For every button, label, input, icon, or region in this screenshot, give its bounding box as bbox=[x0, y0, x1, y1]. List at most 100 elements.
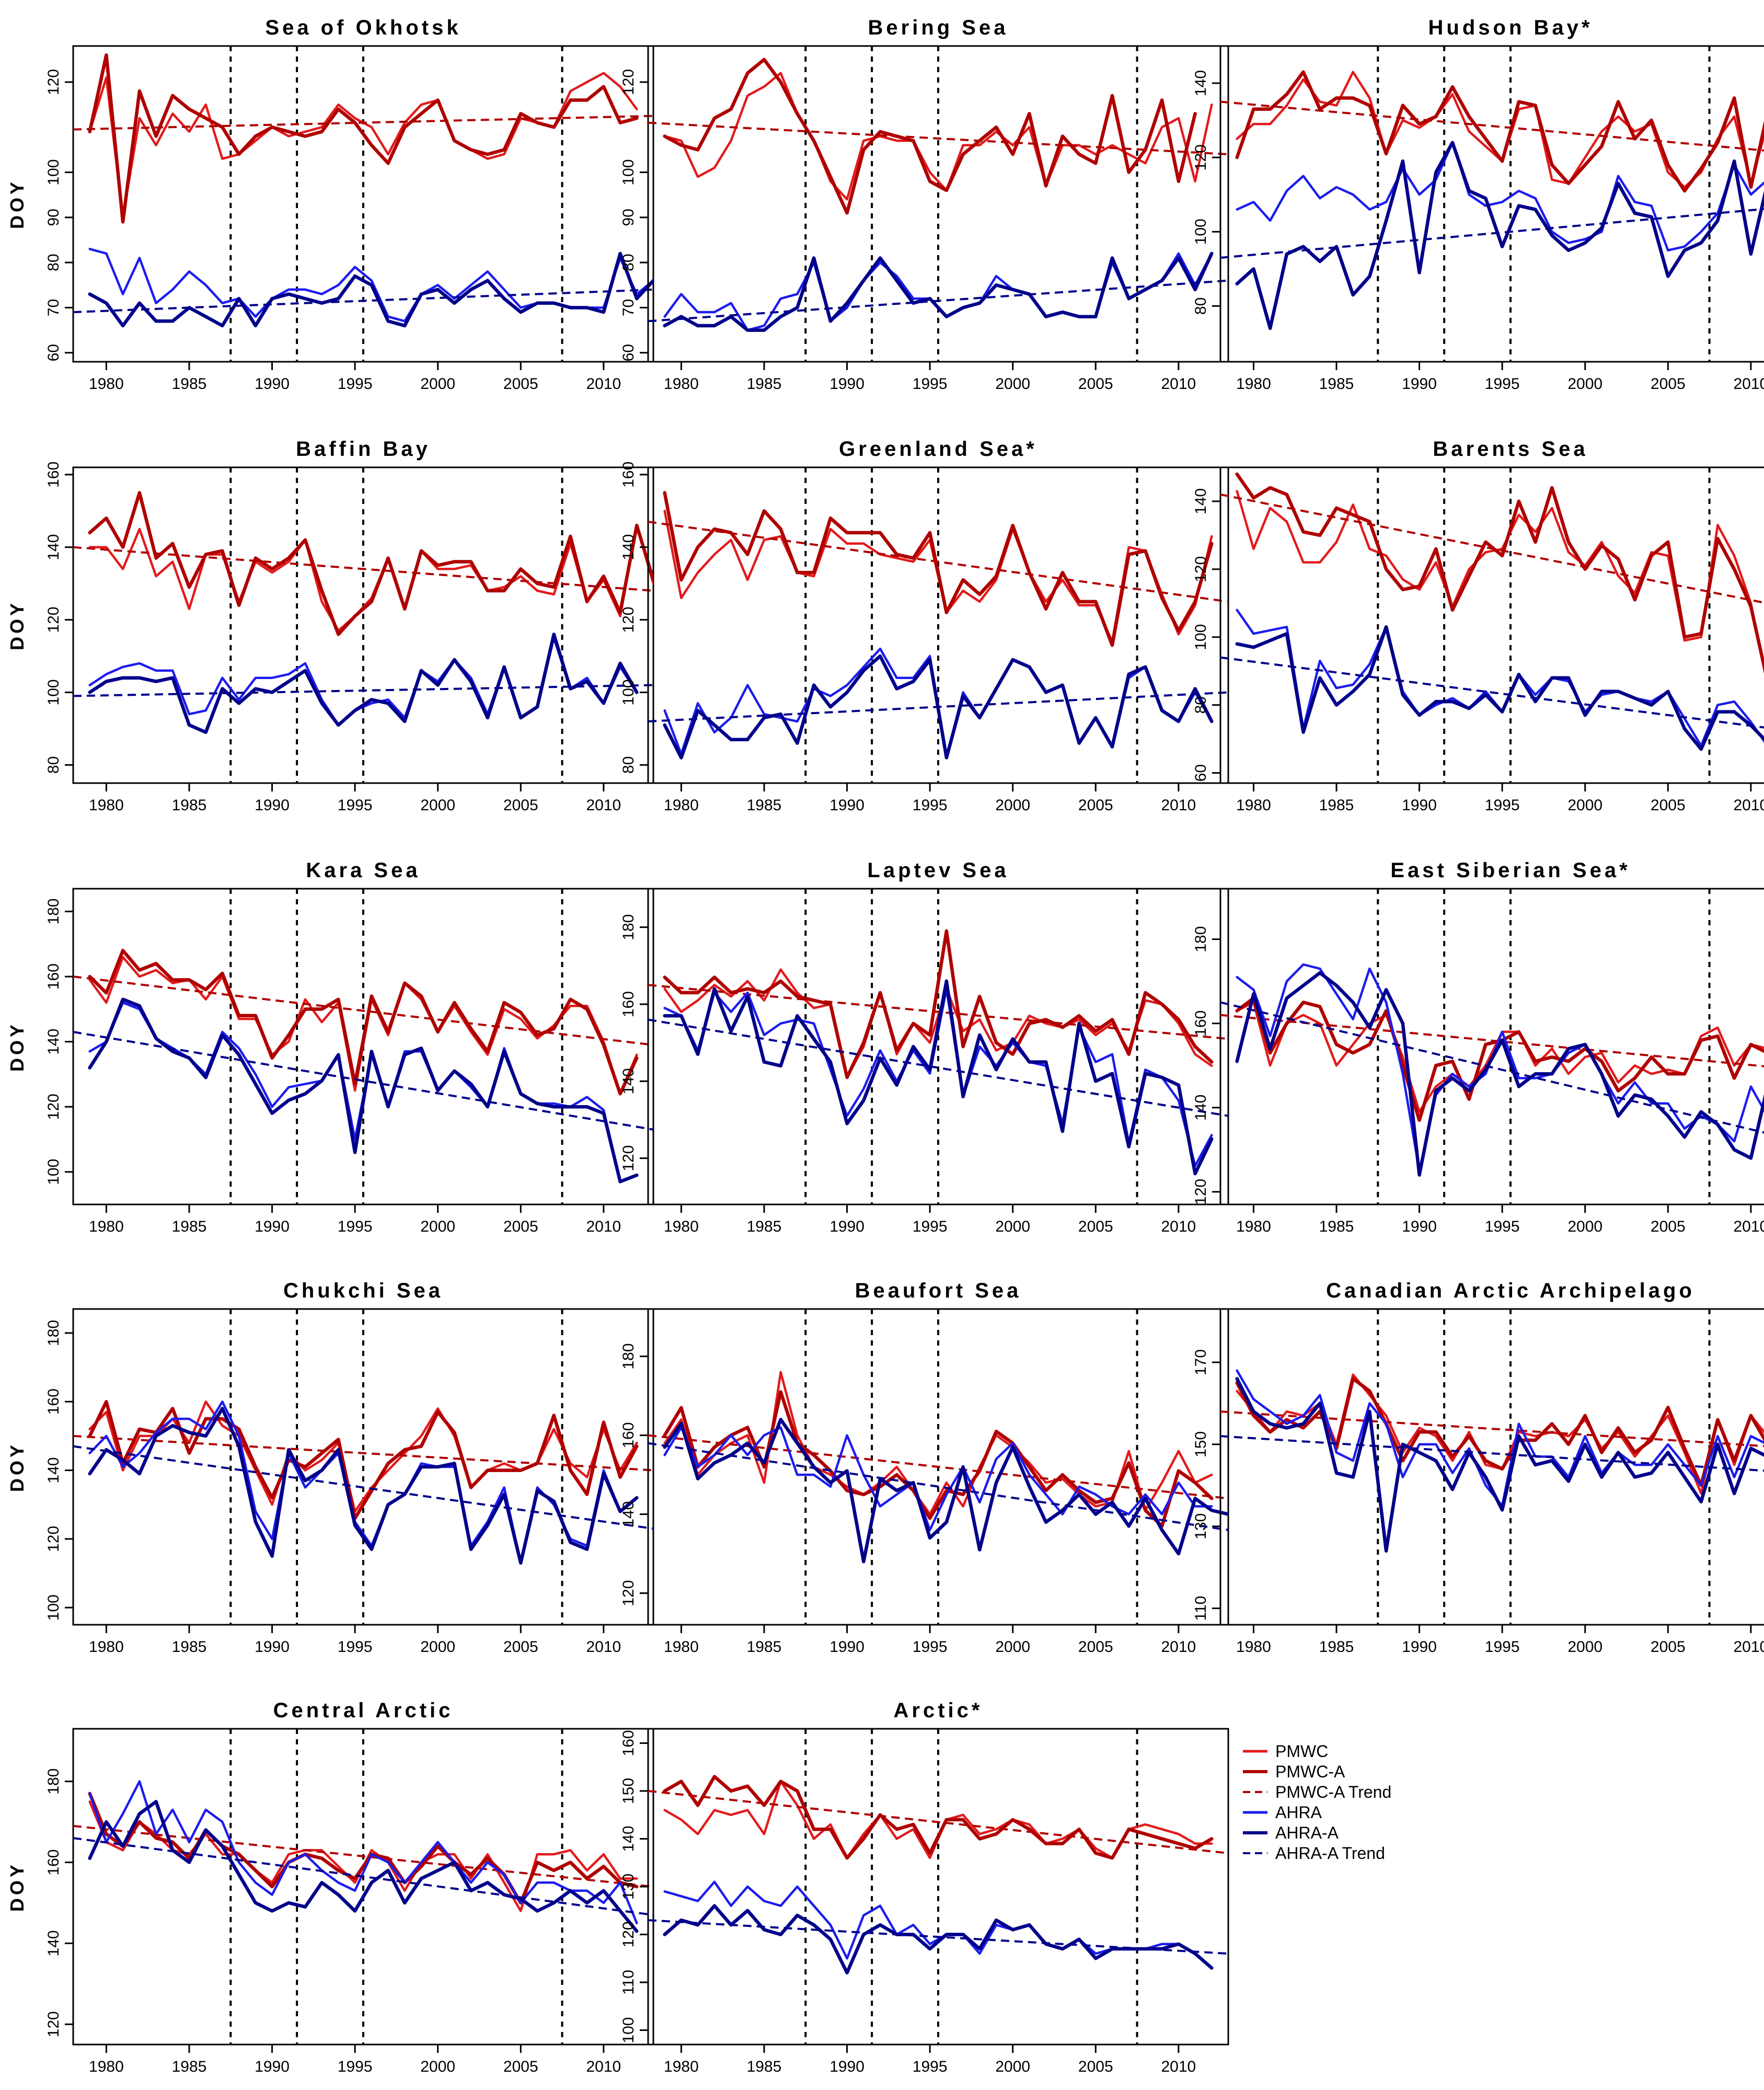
series-pmwc-a bbox=[88, 53, 639, 224]
y-tick-label: 60 bbox=[45, 344, 62, 361]
trend-ahra-a-trend bbox=[648, 691, 1228, 722]
x-tick-label: 2005 bbox=[1078, 2058, 1113, 2075]
y-tick-label: 180 bbox=[620, 914, 637, 940]
y-tick-label: 180 bbox=[45, 1769, 62, 1795]
panel-beaufort-sea: Beaufort Sea 1980 1985 1990 1995 2000 2005 2010… bbox=[620, 1279, 1229, 1656]
panel-central-arctic: Central Arctic DOY 1980 1985 1990 1995 2000 200… bbox=[6, 1699, 654, 2075]
trend-pmwc-a-trend bbox=[73, 975, 653, 1046]
x-tick-label: 1995 bbox=[1485, 1638, 1520, 1656]
plot-area bbox=[73, 1309, 653, 1625]
trend-pmwc-a-trend bbox=[73, 546, 653, 592]
series-pmwc bbox=[1236, 1001, 1764, 1113]
y-tick-label: 120 bbox=[620, 69, 637, 95]
legend-label-pmwc-a: PMWC-A bbox=[1275, 1762, 1345, 1781]
x-tick-label: 2005 bbox=[1651, 797, 1686, 814]
trend-pmwc-a-trend bbox=[1220, 1014, 1764, 1067]
x-tick-label: 1990 bbox=[829, 1218, 864, 1235]
x-tick-label: 1990 bbox=[1402, 1218, 1437, 1235]
x-tick-label: 1985 bbox=[1319, 797, 1354, 814]
panel-title: Canadian Arctic Archipelago bbox=[1326, 1279, 1695, 1302]
series-pmwc-a bbox=[88, 949, 639, 1096]
y-tick-label: 100 bbox=[45, 679, 62, 705]
x-tick-label: 2005 bbox=[1651, 375, 1686, 393]
x-tick-label: 2000 bbox=[1567, 1218, 1602, 1235]
panel-chukchi-sea: Chukchi Sea DOY 1980 1985 1990 1995 2000 2005 20… bbox=[6, 1279, 654, 1656]
y-tick-label: 120 bbox=[620, 1580, 637, 1606]
panel-canadian-arctic-archipelago: Canadian Arctic Archipelago 1980 1985 1990 1… bbox=[1192, 1279, 1764, 1656]
x-tick-label: 1990 bbox=[255, 375, 290, 393]
x-tick-label: 2005 bbox=[1078, 375, 1113, 393]
trend-ahra-a-trend bbox=[648, 279, 1228, 323]
y-tick-label: 100 bbox=[620, 679, 637, 705]
y-tick-label: 180 bbox=[1192, 926, 1209, 952]
x-tick-label: 2010 bbox=[1161, 1638, 1196, 1656]
panel-kara-sea: Kara Sea DOY 1980 1985 1990 1995 2000 2005 2010 1… bbox=[6, 859, 654, 1235]
x-tick-label: 2010 bbox=[1733, 375, 1764, 393]
y-tick-label: 80 bbox=[620, 756, 637, 774]
x-tick-label: 2005 bbox=[503, 1218, 538, 1235]
panel-baffin-bay: Baffin Bay DOY 1980 1985 1990 1995 2000 2005 201… bbox=[6, 438, 654, 814]
y-tick-label: 80 bbox=[1192, 297, 1209, 315]
series-ahra-a bbox=[663, 251, 1214, 332]
y-axis-label: DOY bbox=[6, 600, 28, 650]
y-tick-label: 150 bbox=[620, 1778, 637, 1804]
y-tick-label: 160 bbox=[620, 1422, 637, 1449]
x-tick-label: 2000 bbox=[995, 797, 1030, 814]
series-ahra-a bbox=[88, 1407, 639, 1565]
y-tick-label: 180 bbox=[45, 1320, 62, 1346]
y-tick-label: 70 bbox=[45, 299, 62, 316]
y-tick-label: 160 bbox=[1192, 1010, 1209, 1037]
series-pmwc bbox=[663, 72, 1213, 201]
trend-pmwc-a-trend bbox=[1220, 493, 1764, 604]
x-tick-label: 1980 bbox=[664, 2058, 699, 2075]
x-tick-label: 1980 bbox=[89, 2058, 124, 2075]
panel-title: Beaufort Sea bbox=[855, 1279, 1022, 1302]
series-pmwc-a bbox=[663, 1390, 1214, 1528]
legend-label-pmwc-a-trend: PMWC-A Trend bbox=[1275, 1783, 1391, 1801]
y-tick-label: 160 bbox=[620, 462, 637, 488]
y-tick-label: 120 bbox=[45, 1526, 62, 1552]
panel-title: Kara Sea bbox=[306, 859, 420, 882]
plot-area bbox=[1220, 889, 1764, 1204]
trend-pmwc-a-trend bbox=[73, 1434, 653, 1472]
series-ahra-a bbox=[1235, 625, 1764, 751]
x-tick-label: 2000 bbox=[1567, 375, 1602, 393]
series-ahra-a bbox=[663, 654, 1214, 760]
y-tick-label: 140 bbox=[45, 1029, 62, 1055]
x-tick-label: 2005 bbox=[1651, 1638, 1686, 1656]
panel-east-siberian-sea: East Siberian Sea* 1980 1985 1990 1995 2000 20… bbox=[1192, 859, 1764, 1235]
y-tick-label: 70 bbox=[620, 299, 637, 316]
x-tick-label: 2010 bbox=[586, 375, 621, 393]
y-tick-label: 110 bbox=[620, 1970, 637, 1995]
x-tick-label: 1990 bbox=[255, 797, 290, 814]
panel-title: Central Arctic bbox=[273, 1699, 454, 1722]
x-tick-label: 1995 bbox=[1485, 375, 1520, 393]
trend-ahra-a-trend bbox=[1220, 208, 1764, 259]
panel-title: Baffin Bay bbox=[296, 438, 431, 461]
y-tick-label: 140 bbox=[45, 534, 62, 560]
x-tick-label: 2005 bbox=[503, 1638, 538, 1656]
panel-title: Bering Sea bbox=[868, 16, 1009, 39]
y-tick-label: 130 bbox=[620, 1874, 637, 1900]
y-tick-label: 180 bbox=[45, 899, 62, 925]
x-tick-label: 1980 bbox=[664, 375, 699, 393]
x-tick-label: 2010 bbox=[1161, 797, 1196, 814]
trend-pmwc-a-trend bbox=[73, 114, 653, 131]
x-tick-label: 1995 bbox=[338, 1218, 373, 1235]
panel-title: Sea of Okhotsk bbox=[265, 16, 461, 39]
y-tick-label: 140 bbox=[1192, 70, 1209, 96]
y-tick-label: 160 bbox=[45, 1850, 62, 1876]
y-tick-label: 120 bbox=[1192, 144, 1209, 170]
x-tick-label: 1980 bbox=[89, 797, 124, 814]
x-tick-label: 1980 bbox=[1236, 1638, 1271, 1656]
x-tick-label: 1990 bbox=[829, 2058, 864, 2075]
y-axis-label: DOY bbox=[6, 1862, 28, 1912]
x-tick-label: 2010 bbox=[1161, 375, 1196, 393]
y-tick-label: 140 bbox=[620, 534, 637, 560]
series-ahra bbox=[1236, 141, 1764, 252]
series-ahra bbox=[663, 1426, 1213, 1532]
x-tick-label: 1995 bbox=[913, 797, 948, 814]
series-pmwc-a bbox=[88, 1792, 639, 1905]
x-tick-label: 1980 bbox=[89, 375, 124, 393]
x-tick-label: 2000 bbox=[995, 2058, 1030, 2075]
